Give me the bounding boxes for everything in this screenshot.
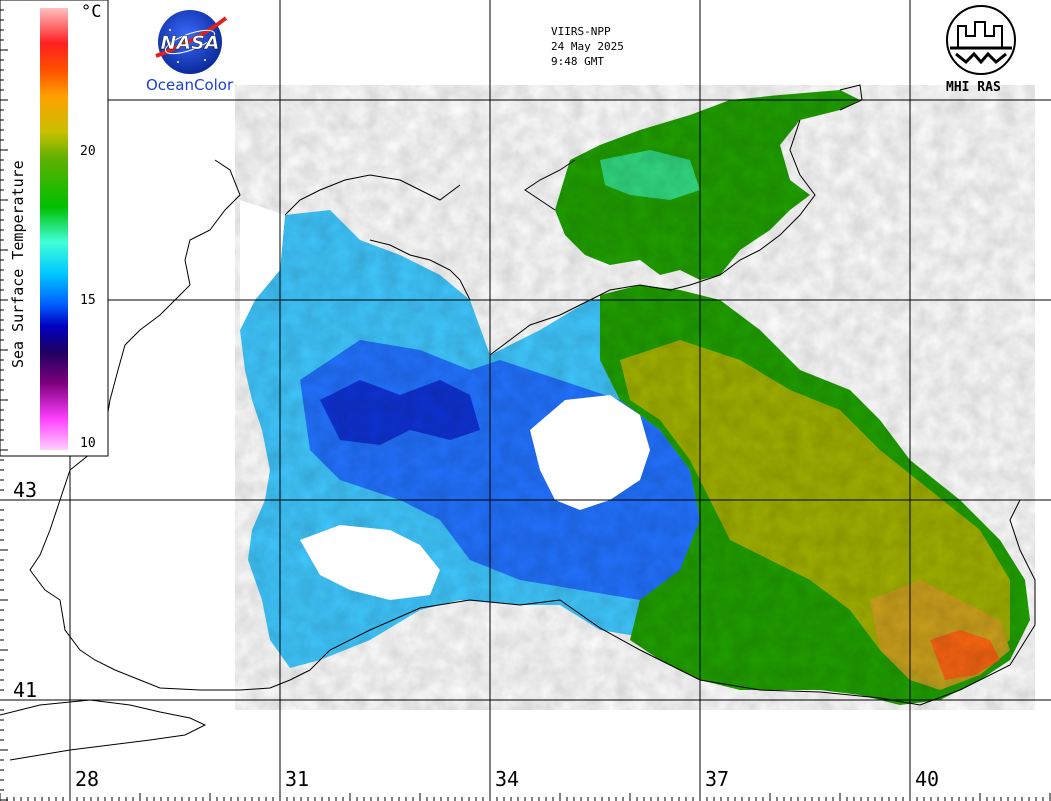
cloud-gap-south [300, 525, 440, 600]
colorbar-unit: °C [81, 2, 102, 22]
lon-label-40: 40 [915, 767, 940, 791]
sst-field [235, 85, 1035, 710]
nasa-logo: NASA [155, 10, 228, 74]
lon-label-37: 37 [705, 767, 730, 791]
acquisition-stamp: VIIRS-NPP 24 May 2025 9:48 GMT [551, 24, 624, 69]
mhi-ras-label: MHI RAS [946, 80, 1001, 95]
lon-label-34: 34 [495, 767, 520, 791]
colorbar [0, 0, 109, 457]
oceancolor-label: OceanColor [146, 76, 234, 94]
lon-label-28: 28 [75, 767, 100, 791]
lon-label-31: 31 [285, 767, 310, 791]
lat-label-43: 43 [13, 478, 38, 502]
colorbar-gradient [40, 8, 68, 450]
colorbar-tick-10: 10 [80, 436, 96, 451]
sensor-label: VIIRS-NPP [551, 25, 611, 38]
sst-texture [235, 85, 1035, 710]
time-label: 9:48 GMT [551, 55, 604, 68]
date-label: 24 May 2025 [551, 40, 624, 53]
colorbar-title: Sea Surface Temperature [9, 160, 27, 368]
lat-label-41: 41 [13, 678, 38, 702]
cloud-gap-nw [240, 200, 285, 330]
nasa-logo-text: NASA [161, 32, 220, 54]
cloud-gap-central [530, 395, 650, 510]
colorbar-tick-15: 15 [80, 293, 96, 308]
mhi-ras-logo [946, 5, 1016, 75]
colorbar-tick-20: 20 [80, 144, 96, 159]
